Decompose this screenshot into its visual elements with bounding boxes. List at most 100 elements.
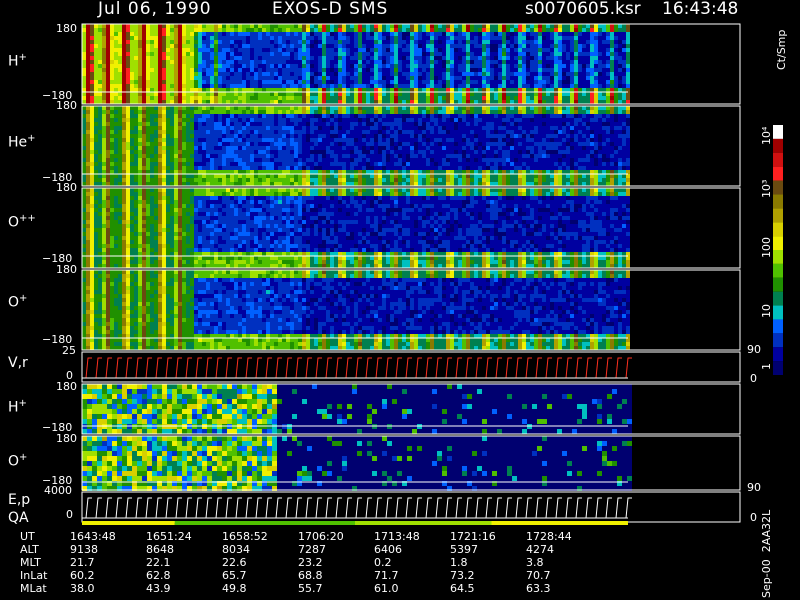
tick-p6-top: 180 [56,380,77,393]
orbit-row-label: UT [20,530,35,543]
orbit-row-label: MLat [20,582,47,595]
orbit-row-label: InLat [20,569,48,582]
colorbar-swatch-1 [773,125,783,139]
colorbar-swatch-17 [773,347,783,362]
tick-p1-bottom: −180 [42,89,73,102]
right-tick-p5-top: 90 [747,343,761,356]
orbit-cell: 7287 [298,543,326,556]
panel-5-line-bg [82,352,740,382]
orbit-cell: 70.7 [526,569,551,582]
colorbar-swatch-10 [773,250,783,264]
tick-p8-top: 4000 [44,484,72,497]
orbit-cell: 1728:44 [526,530,572,543]
qa-bar-segment-4 [491,521,628,525]
tick-p5-top: 25 [62,344,76,357]
orbit-cell: 1658:52 [222,530,268,543]
right-tick-p8-bottom: 0 [750,511,757,524]
panel-5-label: V,r [8,355,28,371]
orbit-cell: 6406 [374,543,402,556]
tick-p3-top: 180 [56,181,77,194]
panel-8-label: E,p [8,492,31,508]
orbit-cell: 64.5 [450,582,475,595]
tick-p2-top: 180 [56,99,77,112]
panel-7-spectrogram [82,436,632,491]
tick-p8-bottom: 0 [66,508,73,521]
qa-bar-segment-3 [355,521,492,525]
orbit-row-label: MLT [20,556,41,569]
orbit-cell: 22.6 [222,556,247,569]
colorbar-swatch-7 [773,208,783,223]
panel-8-line-bg [82,492,740,522]
orbit-cell: 23.2 [298,556,323,569]
orbit-cell: 68.8 [298,569,323,582]
orbit-row-label: ALT [20,543,39,556]
panel-2-spectrogram [82,106,630,186]
orbit-cell: 8034 [222,543,250,556]
colorbar-swatch-5 [773,180,783,195]
orbit-cell: 1706:20 [298,530,344,543]
colorbar-swatch-15 [773,319,783,334]
colorbar-tick-2: 10³ [760,179,773,198]
colorbar-swatch-4 [773,166,783,181]
panel-8-series-line [85,497,632,519]
orbit-cell: 73.2 [450,569,475,582]
orbit-cell: 63.3 [526,582,551,595]
orbit-cell: 1643:48 [70,530,116,543]
tick-p1-top: 180 [56,22,77,35]
panel-3-frame [81,187,741,269]
orbit-table: UT 1643:48 1651:24 1658:52 1706:20 1713:48 172… [0,530,800,600]
instrument-title: EXOS-D SMS [272,0,389,19]
colorbar-swatch-11 [773,263,783,278]
file-name: s0070605.ksr [525,0,641,19]
orbit-cell: 62.8 [146,569,171,582]
orbit-cell: 1.8 [450,556,468,569]
orbit-cell: 65.7 [222,569,247,582]
tick-p7-bottom: −180 [42,474,73,487]
panel-6-frame [81,383,741,435]
colorbar-tick-5: 1 [760,363,773,370]
colorbar-unit: Ct/Smp [775,29,788,70]
date-title: Jul 06, 1990 [98,0,212,19]
colorbar-swatch-3 [773,152,783,167]
orbit-cell: 21.7 [70,556,95,569]
colorbar-swatch-13 [773,291,783,306]
tick-p2-bottom: −180 [42,171,73,184]
orbit-cell: 71.7 [374,569,399,582]
orbit-cell: 1721:16 [450,530,496,543]
panel-1-frame [81,23,741,105]
orbit-cell: 9138 [70,543,98,556]
colorbar-tick-3: 100 [760,237,773,258]
colorbar-swatch-2 [773,138,783,153]
header-time: 16:43:48 [662,0,739,19]
tick-p4-top: 180 [56,263,77,276]
orbit-cell: 43.9 [146,582,171,595]
panel-7-frame [81,435,741,491]
orbit-cell: 55.7 [298,582,323,595]
orbit-cell: 3.8 [526,556,544,569]
panel-4-spectrogram [82,270,630,350]
right-tick-p5-bottom: 0 [750,372,757,385]
orbit-cell: 60.2 [70,569,95,582]
panel-2-frame [81,105,741,187]
orbit-cell: 61.0 [374,582,399,595]
orbit-cell: 4274 [526,543,554,556]
panel-6-spectrogram [82,384,632,434]
orbit-cell: 8648 [146,543,174,556]
panel-7-label: O+ [8,452,28,470]
tick-p6-bottom: −180 [42,421,73,434]
panel-1-spectrogram [82,24,630,104]
panel-4-frame [81,269,741,351]
tick-p4-bottom: −180 [42,333,73,346]
tick-p5-bottom: 0 [66,369,73,382]
colorbar-tick-4: 10 [760,304,773,318]
orbit-cell: 5397 [450,543,478,556]
panel-4-label: O+ [8,293,28,311]
colorbar-tick-1: 10⁴ [760,126,773,145]
orbit-cell: 0.2 [374,556,392,569]
panel-3-spectrogram [82,188,630,268]
qa-bar-segment-1 [82,521,175,525]
tick-p7-top: 180 [56,432,77,445]
panel-8-label2: QA [8,510,29,526]
orbit-cell: 38.0 [70,582,95,595]
